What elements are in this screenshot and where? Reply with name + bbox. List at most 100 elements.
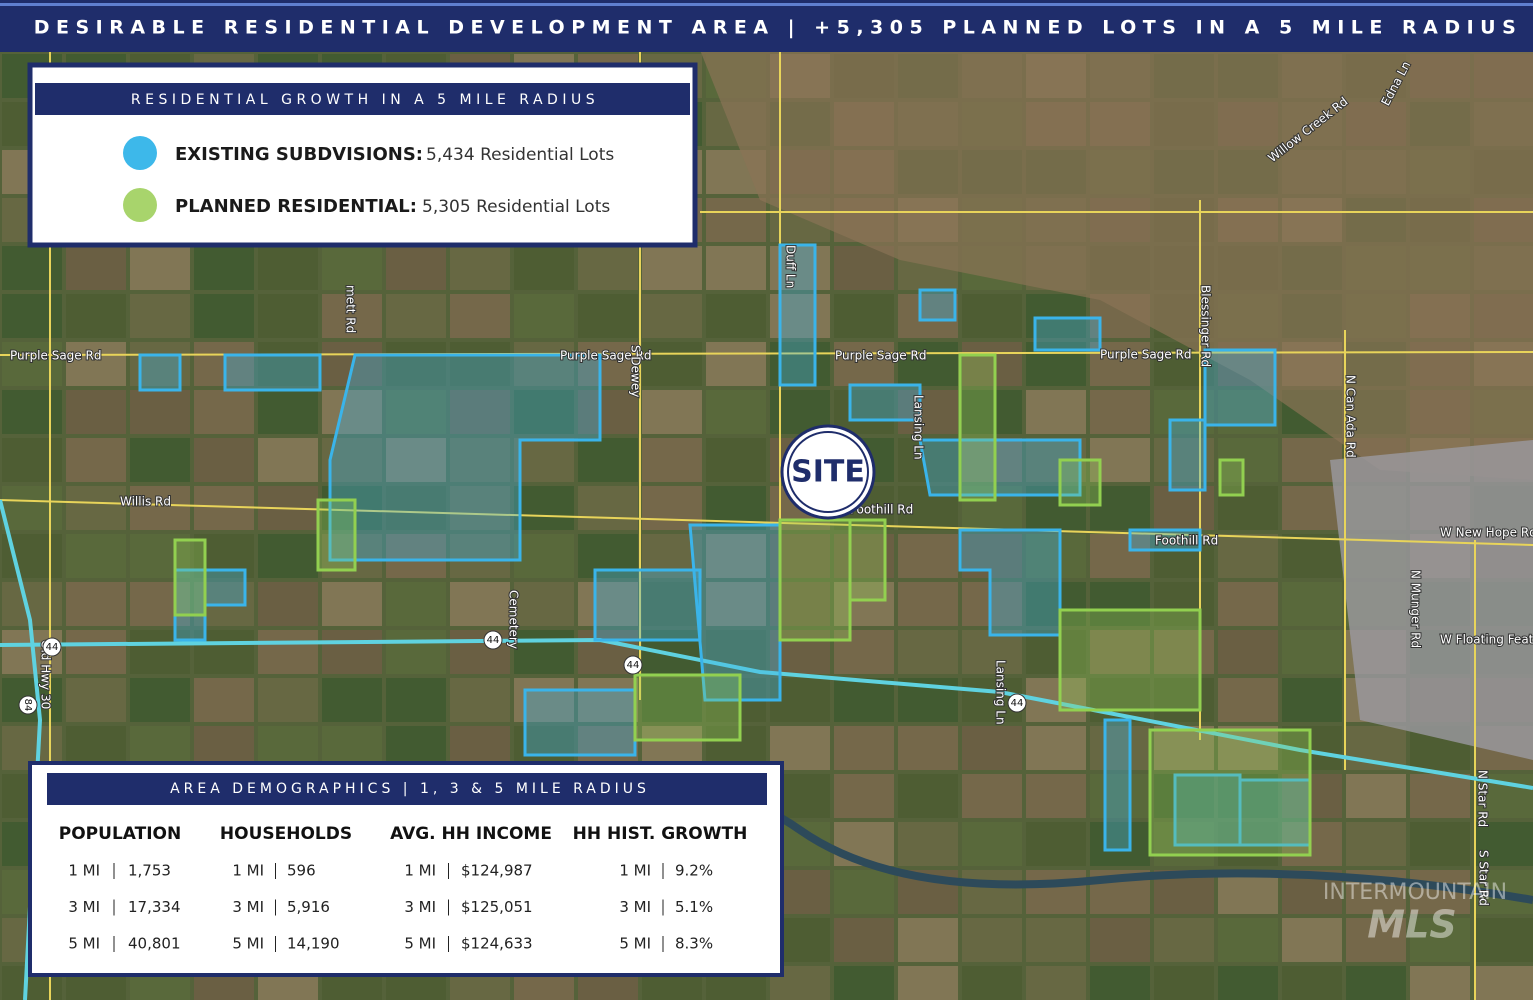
field (66, 390, 126, 434)
field (1282, 582, 1342, 626)
radius-label: 5 MI (232, 935, 264, 953)
field (386, 390, 446, 434)
field (2, 438, 62, 482)
radius-label: 5 MI (68, 935, 100, 953)
field (514, 630, 574, 674)
stat-value: 5,916 (287, 898, 330, 916)
road-label: Purple Sage Rd (560, 349, 651, 363)
field (450, 582, 510, 626)
field (1410, 918, 1470, 962)
field (962, 630, 1022, 674)
field (962, 870, 1022, 914)
legend-swatch-existing (123, 136, 157, 170)
field (450, 342, 510, 386)
road-label: Foothill Rd (1155, 534, 1218, 548)
field (386, 534, 446, 578)
radius-label: 5 MI (404, 935, 436, 953)
planned-area (633, 673, 742, 742)
route-shield (42, 637, 62, 657)
field (66, 294, 126, 338)
field (258, 630, 318, 674)
field (642, 678, 702, 722)
field (194, 678, 254, 722)
planned-area (1058, 608, 1202, 712)
field (66, 534, 126, 578)
field (1090, 726, 1150, 770)
field (258, 390, 318, 434)
watermark-text: INTERMOUNTAIN (1323, 880, 1507, 905)
field (2, 342, 62, 386)
banner (0, 0, 1533, 52)
field (322, 390, 382, 434)
field (1026, 918, 1086, 962)
field (706, 246, 766, 290)
stat-value: 40,801 (128, 935, 181, 953)
field (578, 390, 638, 434)
radius-label: 3 MI (68, 898, 100, 916)
field (578, 438, 638, 482)
route-shield (483, 630, 503, 650)
field (2, 294, 62, 338)
field (514, 342, 574, 386)
field (1026, 822, 1086, 866)
road-label: N Munger Rd (1409, 570, 1423, 648)
field (386, 486, 446, 530)
banner-stripe (0, 3, 1533, 6)
field (450, 678, 510, 722)
field (834, 294, 894, 338)
field (386, 630, 446, 674)
field (386, 294, 446, 338)
column-heading: HOUSEHOLDS (220, 824, 352, 844)
field (578, 678, 638, 722)
field (130, 294, 190, 338)
field (450, 390, 510, 434)
field (1154, 582, 1214, 626)
field (1026, 630, 1086, 674)
field (1090, 630, 1150, 674)
stat-value: 14,190 (287, 935, 340, 953)
road-label: N Star Rd (1476, 770, 1490, 827)
field (514, 486, 574, 530)
field (962, 342, 1022, 386)
field (2, 582, 62, 626)
field (898, 774, 958, 818)
field (706, 342, 766, 386)
field (1346, 774, 1406, 818)
field (450, 534, 510, 578)
road-label: W New Hope Rd (1440, 526, 1533, 540)
stat-value: 17,334 (128, 898, 181, 916)
route-number: 84 (22, 699, 33, 712)
field (194, 294, 254, 338)
field (1346, 822, 1406, 866)
field (1090, 966, 1150, 1000)
planned-area (778, 518, 852, 642)
field (386, 582, 446, 626)
stat-value: $124,633 (461, 935, 533, 953)
watermark-logo: MLS (1367, 903, 1456, 947)
field (1410, 774, 1470, 818)
site-label: SITE (791, 455, 865, 490)
field (258, 678, 318, 722)
field (66, 438, 126, 482)
field (1154, 678, 1214, 722)
subdivision (1128, 528, 1202, 552)
field (898, 726, 958, 770)
field (1090, 822, 1150, 866)
stat-value: 1,753 (128, 862, 171, 880)
subdivision (848, 383, 922, 422)
field (1218, 582, 1278, 626)
field (1154, 966, 1214, 1000)
subdivision (1103, 718, 1132, 852)
field (322, 486, 382, 530)
field (834, 246, 894, 290)
subdivision (778, 243, 817, 387)
field (578, 582, 638, 626)
field (514, 246, 574, 290)
planned-area (958, 353, 997, 502)
field (322, 246, 382, 290)
field (1218, 918, 1278, 962)
field (1154, 486, 1214, 530)
field (706, 438, 766, 482)
radius-label: 1 MI (232, 862, 264, 880)
